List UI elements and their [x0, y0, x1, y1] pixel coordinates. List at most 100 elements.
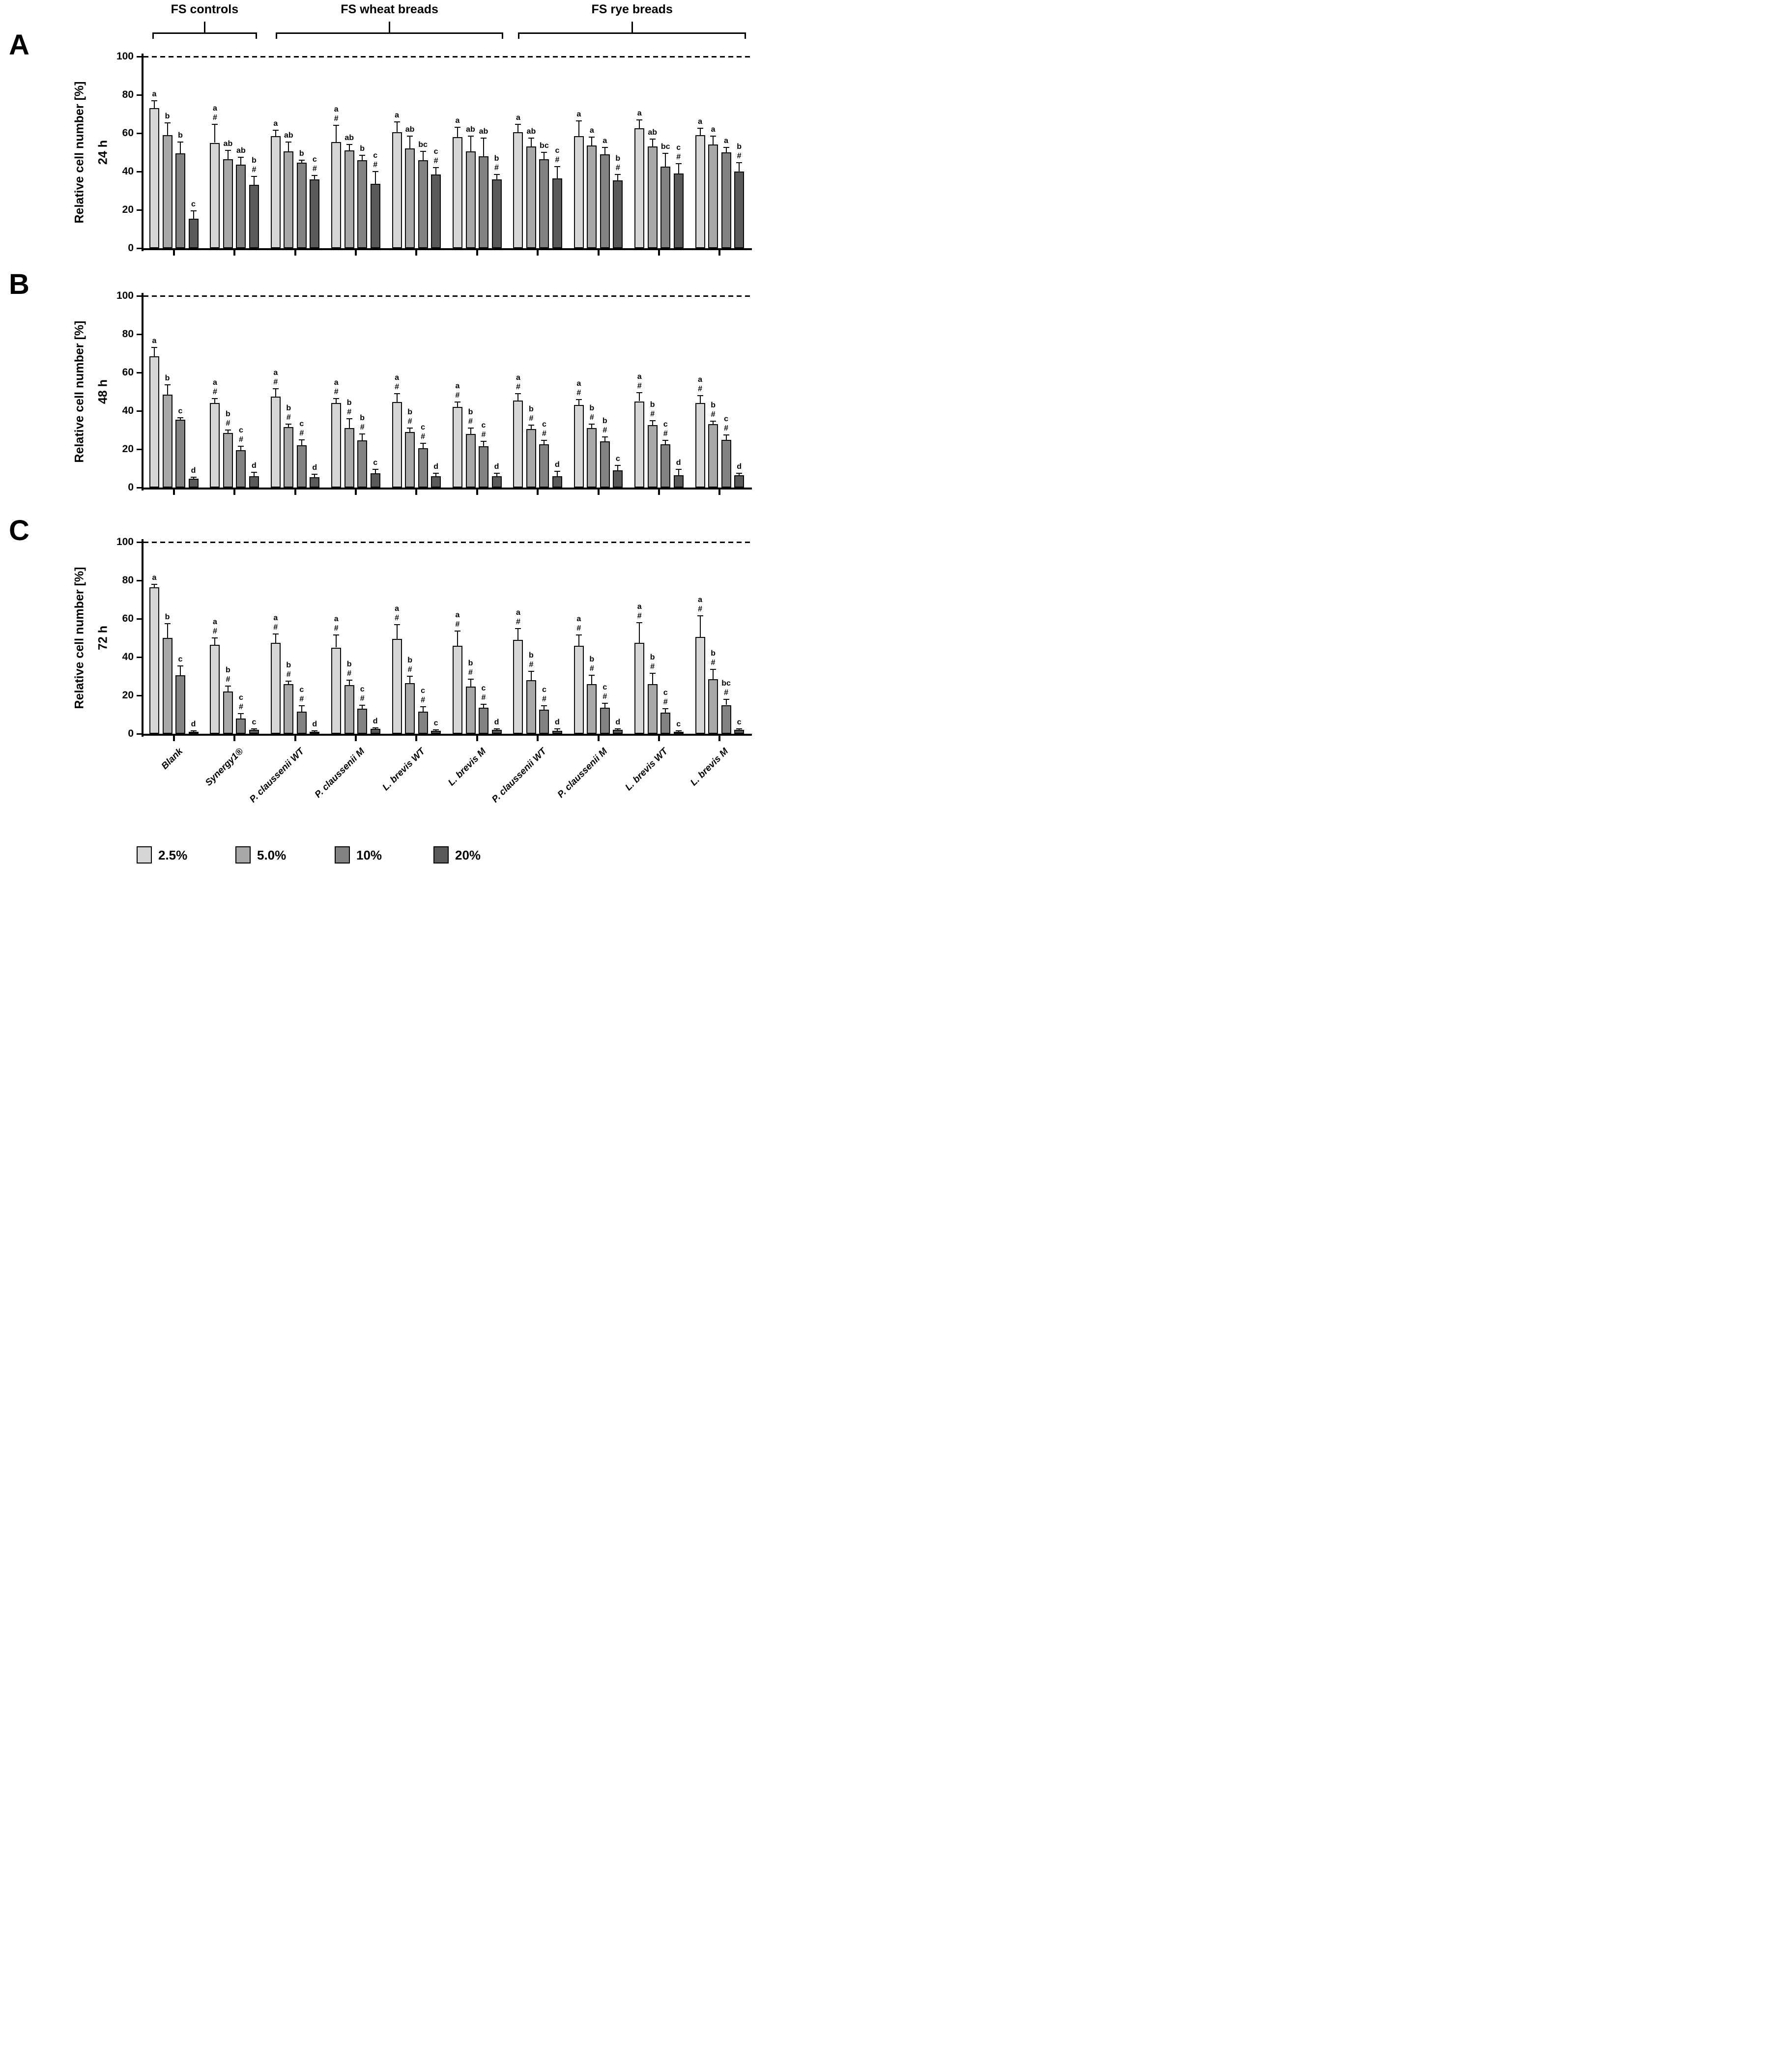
sig-letter: b — [602, 416, 607, 425]
bar-l-brevis-m-2.5% — [695, 637, 705, 734]
plot-area: 0 20 40 60 80 100 a b c d a # b # c # d a # b # c # d a # b # b # c a # b… — [116, 290, 753, 495]
sig-annotation: c # — [364, 151, 387, 170]
sig-annotation: c — [242, 718, 266, 727]
error-bar — [214, 638, 216, 645]
bracket-stub — [389, 22, 391, 32]
reference-line-100 — [143, 542, 753, 543]
error-bar — [435, 168, 437, 174]
sig-letter: d — [494, 718, 499, 727]
error-bar-cap — [333, 125, 340, 126]
error-bar — [348, 418, 350, 429]
sig-hash: # — [542, 430, 546, 438]
bar-blank-10% — [175, 153, 185, 248]
sig-hash: # — [407, 417, 412, 426]
sig-letter: b — [650, 653, 655, 662]
error-bar-cap — [515, 628, 521, 629]
error-bar — [180, 417, 181, 420]
sig-annotation: a # — [446, 381, 469, 400]
sig-annotation: a # — [567, 379, 591, 398]
sig-hash: # — [455, 391, 460, 400]
panel-letter: B — [9, 268, 29, 300]
error-bar-cap — [649, 420, 656, 421]
sig-letter: a — [637, 602, 642, 611]
sig-letter: b — [226, 410, 230, 418]
error-bar — [275, 389, 276, 397]
error-bar — [639, 119, 640, 129]
bar-l-brevis-m-5.0% — [708, 424, 718, 488]
sig-letter: ab — [479, 127, 488, 136]
error-bar-cap — [697, 615, 703, 617]
sig-annotation: b # — [485, 154, 509, 173]
sig-letter: d — [433, 462, 438, 471]
sig-hash: # — [252, 165, 257, 174]
error-bar-cap — [177, 665, 183, 666]
error-bar — [154, 100, 155, 109]
error-bar — [253, 472, 255, 476]
sig-annotation: b # — [641, 400, 664, 419]
error-bar-cap — [736, 162, 743, 164]
x-tick — [172, 250, 175, 256]
plot-area: 0 20 40 60 80 100 a b c d a # b # c # c a # b # c # d a # b # c # d a # b… — [116, 536, 753, 741]
sig-letter: ab — [236, 146, 246, 155]
sig-annotation: c # — [532, 685, 556, 704]
sig-letter: a — [589, 126, 594, 135]
error-bar — [517, 124, 519, 133]
sig-letter: a — [516, 373, 520, 382]
sig-annotation: b — [290, 149, 314, 158]
sig-annotation: a — [580, 126, 603, 135]
sig-annotation: bc — [532, 141, 556, 150]
error-bar — [396, 393, 398, 403]
sig-letter: d — [676, 458, 681, 467]
error-bar — [374, 469, 376, 473]
error-bar-cap — [636, 392, 643, 393]
y-tick — [137, 656, 142, 658]
sig-annotation: a # — [324, 105, 348, 123]
sig-letter: c — [252, 718, 257, 727]
bar-l-brevis-m-10% — [479, 708, 488, 734]
bar-synergy1--2.5% — [210, 644, 220, 734]
error-bar-cap — [675, 163, 682, 165]
error-bar — [167, 122, 168, 135]
error-bar-cap — [394, 624, 400, 625]
y-tick — [137, 209, 142, 211]
sig-annotation: ab — [459, 125, 483, 134]
sig-letter: d — [191, 720, 196, 729]
sig-letter: b — [165, 612, 170, 621]
sig-letter: d — [373, 717, 378, 726]
sig-letter: a — [395, 111, 400, 119]
error-bar-cap — [515, 393, 521, 394]
error-bar — [180, 665, 181, 676]
x-tick — [476, 736, 478, 741]
sig-annotation: b # — [580, 655, 603, 673]
sig-annotation: ab — [398, 125, 422, 134]
sig-annotation: c # — [424, 147, 448, 166]
x-tick — [354, 736, 357, 741]
y-tick-label: 60 — [122, 127, 134, 139]
error-bar-cap — [615, 173, 621, 175]
bar-synergy1--5.0% — [223, 432, 233, 488]
sig-letter: c — [615, 455, 620, 463]
bar-l-brevis-m-10% — [721, 439, 731, 488]
sig-annotation: d — [727, 462, 751, 471]
sig-hash: # — [724, 688, 729, 697]
sig-hash: # — [676, 153, 681, 162]
bar-p-claussenii-m-10% — [600, 708, 610, 734]
sig-annotation: a # — [567, 614, 591, 633]
error-bar-cap — [212, 637, 218, 638]
legend-item-2-5pct: 2.5% — [137, 846, 187, 863]
error-bar-cap — [493, 173, 500, 175]
sig-letter: a — [455, 382, 460, 391]
bar-p-claussenii-m-20% — [370, 729, 380, 734]
sig-hash: # — [555, 156, 560, 165]
sig-hash: # — [663, 430, 668, 438]
sig-letter: c — [555, 146, 560, 155]
bracket-line — [275, 32, 504, 34]
bar-p-claussenii-wt-20% — [552, 731, 562, 734]
error-bar — [457, 127, 458, 137]
sig-annotation: c # — [654, 420, 677, 438]
error-bar-cap — [151, 583, 157, 585]
x-tick — [294, 489, 296, 495]
bar-synergy1--20% — [249, 730, 259, 734]
sig-annotation: a — [593, 136, 617, 145]
sig-annotation: b # — [727, 142, 751, 161]
